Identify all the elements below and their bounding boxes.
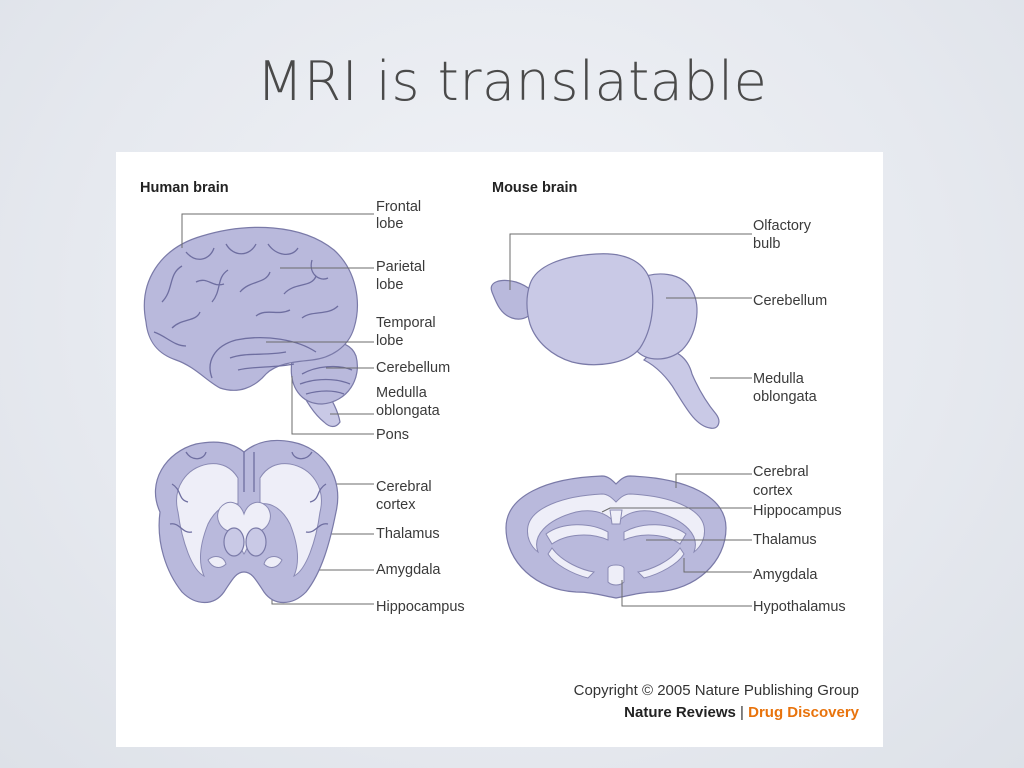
- label-mouse-cortex-2: cortex: [753, 483, 793, 499]
- brain-figure: Human brain Fr: [116, 152, 883, 747]
- journal-section: Drug Discovery: [748, 704, 860, 721]
- brain-diagram: Human brain Fr: [140, 180, 860, 721]
- mouse-sagittal-brain: [490, 253, 720, 429]
- label-mouse-medulla-1: Medulla: [753, 371, 805, 387]
- label-frontal-lobe-1: Frontal: [376, 199, 421, 215]
- label-human-medulla-2: oblongata: [376, 403, 441, 419]
- mouse-brain-heading: Mouse brain: [492, 180, 577, 196]
- label-human-cortex-2: cortex: [376, 497, 416, 513]
- journal-credit: Nature Reviews | Drug Discovery: [624, 704, 859, 721]
- label-mouse-thalamus: Thalamus: [753, 532, 817, 548]
- label-mouse-cerebellum: Cerebellum: [753, 293, 827, 309]
- label-human-amygdala: Amygdala: [376, 562, 441, 578]
- label-mouse-cortex-1: Cerebral: [753, 464, 809, 480]
- label-human-thalamus: Thalamus: [376, 526, 440, 542]
- label-olfactory-bulb-2: bulb: [753, 236, 780, 252]
- label-hypothalamus: Hypothalamus: [753, 599, 846, 615]
- mouse-coronal-section: [505, 475, 727, 599]
- mouse-upper-labels: Olfactory bulb Cerebellum Medulla oblong…: [753, 218, 827, 405]
- label-pons: Pons: [376, 427, 409, 443]
- label-mouse-medulla-2: oblongata: [753, 389, 818, 405]
- label-human-cortex-1: Cerebral: [376, 479, 432, 495]
- label-human-medulla-1: Medulla: [376, 385, 428, 401]
- mouse-lower-labels: Cerebral cortex Hippocampus Thalamus Amy…: [753, 464, 846, 615]
- label-mouse-hippocampus: Hippocampus: [753, 503, 842, 519]
- human-leader-lines: [181, 213, 374, 605]
- label-human-hippocampus: Hippocampus: [376, 599, 465, 615]
- journal-name: Nature Reviews: [624, 704, 736, 721]
- human-lateral-brain: [143, 226, 358, 428]
- human-coronal-section: [154, 439, 339, 604]
- label-human-cerebellum: Cerebellum: [376, 360, 450, 376]
- slide-title: MRI is translatable: [256, 50, 768, 113]
- figure-credits: Copyright © 2005 Nature Publishing Group…: [574, 682, 860, 721]
- mouse-lower-leader-lines: [601, 473, 752, 607]
- mouse-upper-leader-lines: [509, 233, 752, 379]
- human-brain-heading: Human brain: [140, 180, 229, 196]
- credit-separator: |: [736, 704, 748, 721]
- label-frontal-lobe-2: lobe: [376, 216, 403, 232]
- label-temporal-lobe-2: lobe: [376, 333, 403, 349]
- copyright-text: Copyright © 2005 Nature Publishing Group: [574, 682, 859, 699]
- label-olfactory-bulb-1: Olfactory: [753, 218, 812, 234]
- label-temporal-lobe-1: Temporal: [376, 315, 436, 331]
- label-parietal-lobe-2: lobe: [376, 277, 403, 293]
- label-parietal-lobe-1: Parietal: [376, 259, 425, 275]
- label-mouse-amygdala: Amygdala: [753, 567, 818, 583]
- human-labels: Frontal lobe Parietal lobe Temporal lobe…: [376, 199, 465, 615]
